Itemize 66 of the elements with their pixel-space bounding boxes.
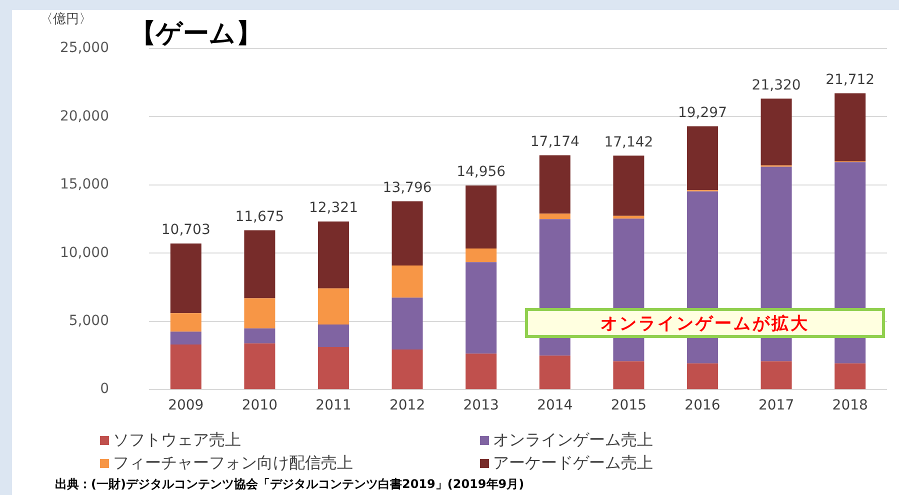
x-tick-label: 2013 [463, 398, 499, 414]
callout-box: オンラインゲームが拡大 [525, 308, 885, 338]
total-label: 12,321 [308, 200, 358, 216]
total-label: 17,142 [604, 134, 654, 150]
bar [392, 349, 423, 390]
legend-label: アーケードゲーム売上 [492, 453, 654, 474]
bar [834, 363, 866, 390]
bar [170, 344, 202, 390]
y-tick-label: 20,000 [60, 108, 109, 124]
legend-label: ソフトウェア売上 [112, 430, 242, 451]
x-tick-label: 2009 [168, 398, 204, 414]
bar [466, 262, 497, 354]
total-label: 21,320 [752, 77, 801, 94]
bar [318, 324, 349, 348]
total-label: 11,675 [235, 208, 284, 225]
bar [687, 126, 718, 190]
bar [539, 155, 570, 214]
bar [539, 356, 570, 390]
bar [170, 332, 202, 345]
bar [318, 347, 349, 390]
source-note: 出典：(一財)デジタルコンテンツ協会「デジタルコンテンツ白書2019」(2019年9月) [55, 476, 524, 493]
total-label: 10,703 [161, 222, 210, 238]
y-tick-label: 10,000 [60, 244, 109, 261]
bar [760, 361, 792, 390]
bar [318, 221, 349, 288]
y-tick-label: 5,000 [68, 313, 109, 329]
bar [760, 98, 792, 166]
x-tick-label: 2014 [537, 398, 573, 414]
chart-title: 【ゲーム】 [130, 18, 262, 51]
bar [613, 361, 644, 390]
legend-label: フィーチャーフォン向け配信売上 [112, 453, 354, 474]
y-tick-label: 0 [100, 381, 109, 398]
x-tick-label: 2016 [684, 398, 720, 414]
bar [170, 244, 202, 314]
bar [539, 214, 570, 220]
x-tick-label: 2017 [758, 398, 794, 414]
bar [466, 185, 497, 248]
bar [244, 230, 276, 298]
bar [392, 201, 423, 266]
y-tick-label: 25,000 [60, 40, 109, 56]
legend-label: オンラインゲーム売上 [492, 430, 654, 451]
y-tick-label: 15,000 [60, 176, 109, 193]
bar [170, 313, 202, 332]
bar [613, 156, 644, 216]
bar [392, 266, 423, 298]
x-tick-label: 2011 [316, 398, 352, 414]
bar [466, 248, 497, 262]
bar [834, 93, 866, 162]
bar [687, 363, 718, 390]
bar [613, 216, 644, 219]
total-label: 19,297 [678, 104, 727, 121]
bar [244, 343, 276, 390]
x-tick-label: 2015 [610, 398, 647, 414]
bar [466, 354, 497, 390]
bar [244, 298, 276, 328]
total-label: 17,174 [530, 134, 580, 150]
y-axis-title: 〈億円〉 [40, 11, 92, 28]
x-tick-label: 2010 [242, 398, 278, 414]
bar [392, 298, 423, 350]
x-tick-label: 2018 [832, 398, 868, 414]
x-tick-label: 2012 [389, 398, 426, 414]
total-label: 14,956 [456, 164, 506, 180]
bar [244, 328, 276, 344]
bar [318, 288, 349, 324]
total-label: 13,796 [382, 180, 432, 196]
total-label: 21,712 [826, 72, 875, 88]
